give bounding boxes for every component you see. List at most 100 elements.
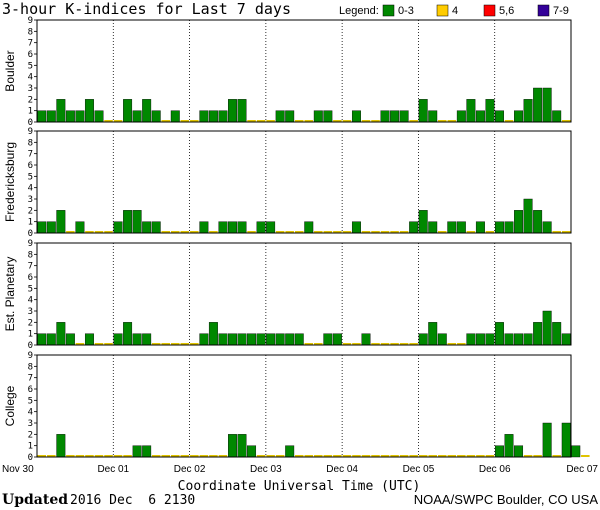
x-tick-label: Dec 03	[250, 464, 282, 475]
legend: Legend: 0-3 4 5,6 7-9	[339, 4, 569, 17]
bar	[495, 221, 504, 234]
y-tick-label: 2	[28, 318, 33, 328]
bar	[228, 99, 237, 123]
legend-swatch-5-6	[483, 4, 496, 17]
y-tick-label: 6	[28, 50, 33, 60]
bar	[428, 221, 438, 234]
y-tick-label: 7	[28, 374, 33, 384]
legend-text-5-6: 5,6	[499, 5, 514, 17]
bar	[447, 221, 457, 234]
bar	[523, 99, 533, 123]
bar	[199, 333, 209, 346]
y-tick-label: 8	[28, 362, 33, 372]
bar	[418, 210, 428, 234]
bar	[571, 445, 581, 458]
bar	[361, 333, 371, 346]
y-tick-label: 4	[28, 73, 33, 83]
bar	[56, 99, 66, 123]
bar	[266, 333, 276, 346]
panel-label-fredericksburg: Fredericksburg	[3, 142, 17, 222]
legend-swatch-0-3	[382, 4, 395, 17]
y-tick-label: 4	[28, 296, 33, 306]
y-tick-label: 6	[28, 273, 33, 283]
bar	[418, 333, 428, 346]
bar	[65, 333, 75, 346]
bar	[84, 333, 94, 346]
y-tick-label: 7	[28, 39, 33, 49]
bar	[294, 333, 304, 346]
bar	[75, 221, 85, 234]
bar	[533, 210, 543, 234]
panel-border	[36, 242, 572, 346]
bar	[380, 110, 390, 123]
y-tick-label: 3	[28, 84, 33, 94]
bar	[123, 322, 133, 346]
panel-college: 01 234 567 89 College	[3, 351, 590, 463]
bar	[542, 422, 552, 458]
bar	[466, 99, 476, 123]
panel-label-boulder: Boulder	[3, 50, 17, 91]
bar	[84, 99, 94, 123]
x-axis-tick-labels: Nov 30 Dec 01 Dec 02 Dec 03 Dec 04 Dec 05 Dec …	[2, 464, 598, 475]
bar	[275, 110, 285, 123]
x-tick-label: Dec 04	[326, 464, 358, 475]
chart-panels: 0123456789Boulder0123456789Fredericksbur…	[3, 16, 590, 463]
bar	[132, 445, 142, 458]
y-tick-label: 5	[28, 284, 33, 294]
bar	[228, 221, 237, 234]
bar	[46, 110, 56, 123]
legend-swatch-4	[436, 4, 449, 17]
bar	[46, 333, 56, 346]
bar	[37, 333, 47, 346]
y-tick-label: 8	[28, 250, 33, 260]
bar	[332, 333, 342, 346]
bar	[266, 221, 276, 234]
panel-boulder: 01 234 567 89 Boulder	[3, 16, 572, 128]
bar	[56, 210, 66, 234]
bar	[237, 434, 247, 458]
updated-label: Updated	[2, 492, 68, 508]
bar	[561, 422, 571, 458]
bar	[552, 322, 562, 346]
bar	[132, 333, 142, 346]
bar	[504, 434, 514, 458]
bar	[485, 333, 495, 346]
bar	[504, 221, 514, 234]
updated-timestamp: 2016 Dec 6 2130	[70, 493, 195, 508]
panel-est-planetary: 01 234 567 89 Est. Planetary	[3, 239, 572, 351]
bar	[561, 333, 571, 346]
bar	[199, 110, 209, 123]
bar	[466, 333, 476, 346]
x-tick-label: Dec 07	[566, 464, 598, 475]
panel-background	[37, 243, 571, 345]
bar	[313, 110, 323, 123]
y-tick-label: 0	[28, 453, 33, 463]
bar	[514, 110, 524, 123]
bar	[399, 110, 409, 123]
bar	[56, 322, 66, 346]
bar	[428, 110, 438, 123]
y-tick-label: 9	[28, 239, 33, 249]
bar	[37, 221, 47, 234]
bar	[351, 110, 361, 123]
bar	[275, 333, 285, 346]
bar	[285, 445, 295, 458]
bar	[123, 99, 133, 123]
x-tick-label: Dec 05	[403, 464, 435, 475]
x-tick-label: Dec 06	[479, 464, 511, 475]
bar	[523, 198, 533, 234]
y-tick-label: 9	[28, 16, 33, 26]
x-tick-label: Dec 02	[174, 464, 206, 475]
bar	[475, 333, 485, 346]
bar	[409, 221, 419, 234]
bar	[170, 110, 180, 123]
bar	[390, 110, 400, 123]
bar	[514, 210, 524, 234]
bar	[533, 322, 543, 346]
bar	[218, 110, 228, 123]
bar	[113, 221, 123, 234]
bar	[256, 221, 266, 234]
panel-border	[36, 130, 572, 234]
bar	[46, 221, 56, 234]
y-tick-label: 5	[28, 396, 33, 406]
